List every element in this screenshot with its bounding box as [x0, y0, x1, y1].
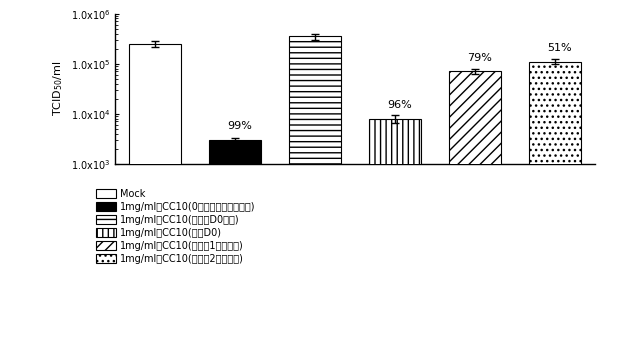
Bar	[449, 71, 501, 341]
Text: 79%: 79%	[467, 53, 492, 63]
Bar	[209, 140, 261, 341]
Text: 51%: 51%	[547, 43, 572, 53]
Y-axis label: TCID$_{50}$/ml: TCID$_{50}$/ml	[51, 61, 65, 116]
Bar	[129, 44, 181, 341]
Text: 99%: 99%	[227, 121, 252, 131]
Bar	[289, 36, 341, 341]
Bar	[369, 119, 421, 341]
Text: 96%: 96%	[387, 100, 412, 110]
Bar	[529, 62, 581, 341]
Legend: Mock, 1mg/mlのCC10(0日目に前処置＋処置), 1mg/mlのCC10(前処置D0のみ), 1mg/mlのCC10(処置D0), 1mg/mlのC: Mock, 1mg/mlのCC10(0日目に前処置＋処置), 1mg/mlのCC…	[96, 189, 256, 264]
